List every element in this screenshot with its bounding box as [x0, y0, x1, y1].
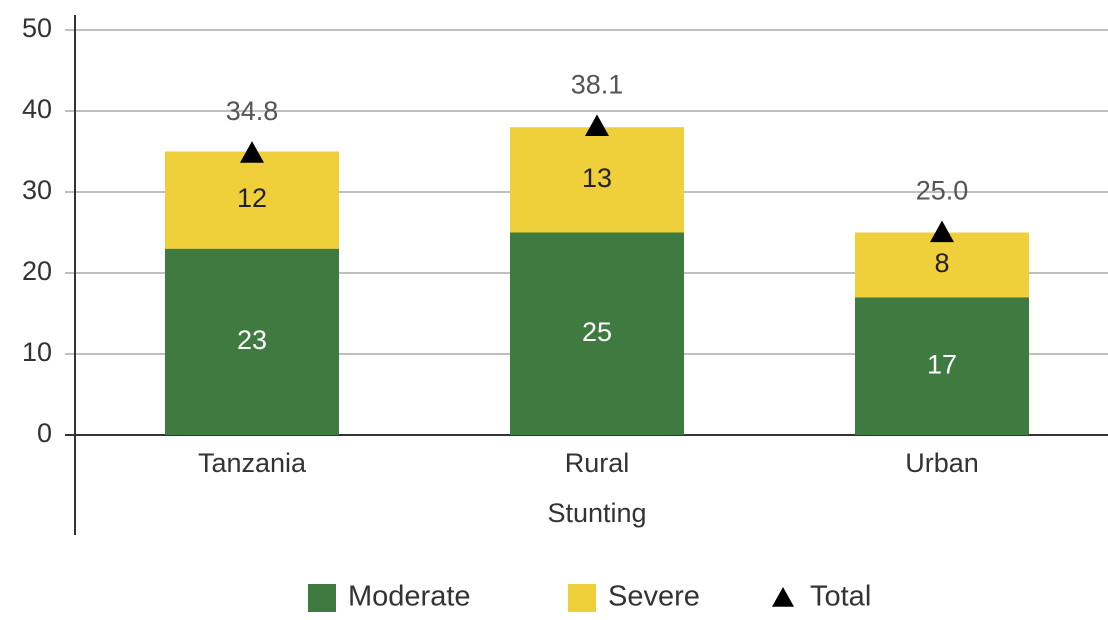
total-marker — [930, 220, 954, 243]
bar-segment — [855, 232, 1029, 298]
bar-segment — [510, 127, 684, 233]
y-tick-label: 50 — [22, 13, 52, 43]
y-tick-label: 40 — [22, 94, 52, 124]
total-marker — [585, 114, 609, 136]
bar-label: 23 — [237, 325, 267, 355]
bar-label: 13 — [582, 163, 612, 193]
legend-label: Severe — [608, 581, 700, 613]
x-tick-label: Rural — [565, 448, 630, 478]
legend-marker — [772, 587, 794, 607]
y-tick-label: 20 — [22, 256, 52, 286]
y-tick-label: 0 — [37, 418, 52, 448]
legend-label: Total — [810, 581, 871, 613]
legend-label: Moderate — [348, 581, 471, 613]
bar-label: 17 — [927, 349, 957, 379]
total-label: 34.8 — [226, 96, 279, 126]
total-label: 38.1 — [571, 70, 624, 100]
x-tick-label: Urban — [905, 448, 979, 478]
bar-label: 12 — [237, 183, 267, 213]
y-tick-label: 30 — [22, 175, 52, 205]
legend-swatch — [308, 584, 336, 612]
x-axis-label: Stunting — [547, 498, 646, 528]
x-tick-label: Tanzania — [198, 448, 307, 478]
bar-label: 8 — [934, 248, 949, 278]
bar-segment — [165, 248, 339, 435]
bar-segment — [855, 297, 1029, 435]
y-tick-label: 10 — [22, 337, 52, 367]
legend-swatch — [568, 584, 596, 612]
total-label: 25.0 — [916, 176, 969, 206]
total-marker — [240, 141, 264, 163]
bar-segment — [510, 232, 684, 435]
bar-segment — [165, 151, 339, 249]
bar-label: 25 — [582, 317, 612, 347]
